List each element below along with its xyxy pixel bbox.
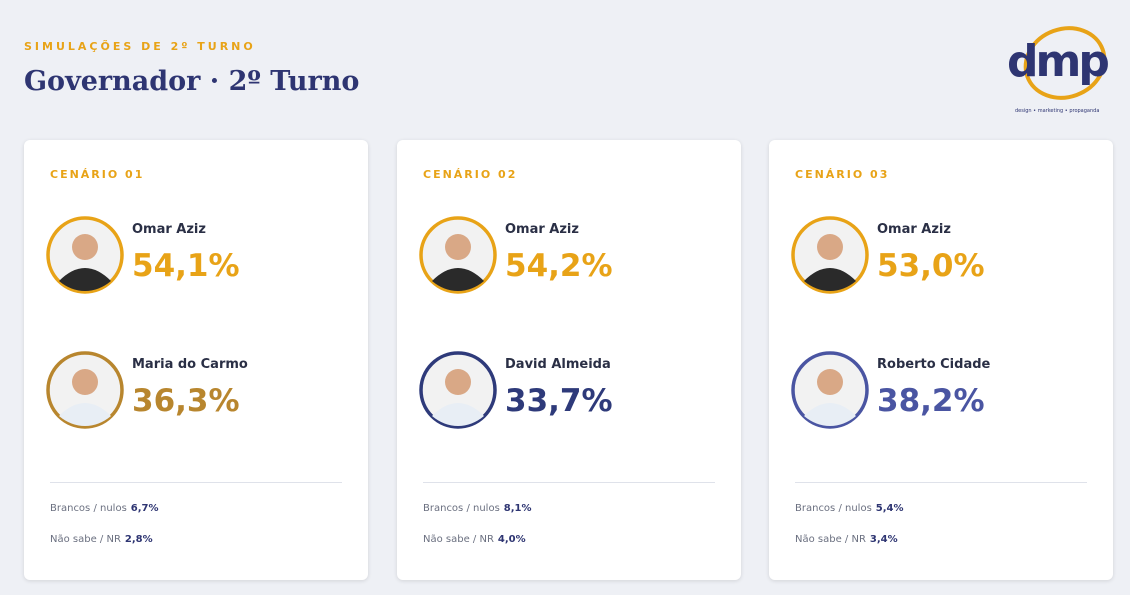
stat-value: 2,8% (124, 534, 153, 545)
candidate-photo (45, 215, 125, 295)
stat-row: Não sabe / NR 3,4% (795, 534, 898, 545)
candidate-name: Omar Aziz (505, 222, 579, 237)
logo-tagline: design • marketing • propaganda (1015, 108, 1100, 114)
candidate-percentage: 54,2% (505, 248, 613, 284)
stat-row: Brancos / nulos 8,1% (423, 503, 532, 514)
stat-value: 8,1% (503, 503, 532, 514)
divider (423, 482, 715, 483)
candidate-photo (790, 215, 870, 295)
divider (50, 482, 342, 483)
candidate-photo (418, 215, 498, 295)
candidate-name: Omar Aziz (877, 222, 951, 237)
scenario-label: CENÁRIO 01 (50, 168, 145, 181)
stat-row: Não sabe / NR 4,0% (423, 534, 526, 545)
stat-value: 3,4% (869, 534, 898, 545)
stat-label: Não sabe / NR (50, 534, 121, 545)
eyebrow: SIMULAÇÕES DE 2º TURNO (24, 40, 256, 53)
scenario-label: CENÁRIO 03 (795, 168, 890, 181)
page-title: Governador · 2º Turno (24, 66, 360, 97)
logo-swoosh (1023, 26, 1107, 100)
stat-value: 4,0% (497, 534, 526, 545)
logo-text: dmp (1007, 36, 1110, 87)
stat-value: 5,4% (875, 503, 904, 514)
candidate-percentage: 53,0% (877, 248, 985, 284)
logo: dmp design • marketing • propaganda (1003, 18, 1113, 118)
stat-label: Brancos / nulos (50, 503, 127, 514)
stat-row: Brancos / nulos 5,4% (795, 503, 904, 514)
stat-label: Brancos / nulos (423, 503, 500, 514)
candidate-photo (45, 350, 125, 430)
divider (795, 482, 1087, 483)
scenario-card: CENÁRIO 03 Omar Aziz 53,0% Roberto Cidade… (769, 140, 1113, 580)
candidate-percentage: 33,7% (505, 383, 613, 419)
stat-row: Brancos / nulos 6,7% (50, 503, 159, 514)
candidate-percentage: 36,3% (132, 383, 240, 419)
stat-label: Não sabe / NR (795, 534, 866, 545)
stat-label: Não sabe / NR (423, 534, 494, 545)
stat-value: 6,7% (130, 503, 159, 514)
scenario-label: CENÁRIO 02 (423, 168, 518, 181)
candidate-photo (418, 350, 498, 430)
candidate-name: Omar Aziz (132, 222, 206, 237)
stat-row: Não sabe / NR 2,8% (50, 534, 153, 545)
candidate-photo (790, 350, 870, 430)
candidate-name: David Almeida (505, 357, 611, 372)
candidate-name: Roberto Cidade (877, 357, 991, 372)
stat-label: Brancos / nulos (795, 503, 872, 514)
candidate-name: Maria do Carmo (132, 357, 248, 372)
scenario-card: CENÁRIO 01 Omar Aziz 54,1% Maria do Carmo… (24, 140, 368, 580)
candidate-percentage: 38,2% (877, 383, 985, 419)
candidate-percentage: 54,1% (132, 248, 240, 284)
scenario-card: CENÁRIO 02 Omar Aziz 54,2% David Almeida 3… (397, 140, 741, 580)
